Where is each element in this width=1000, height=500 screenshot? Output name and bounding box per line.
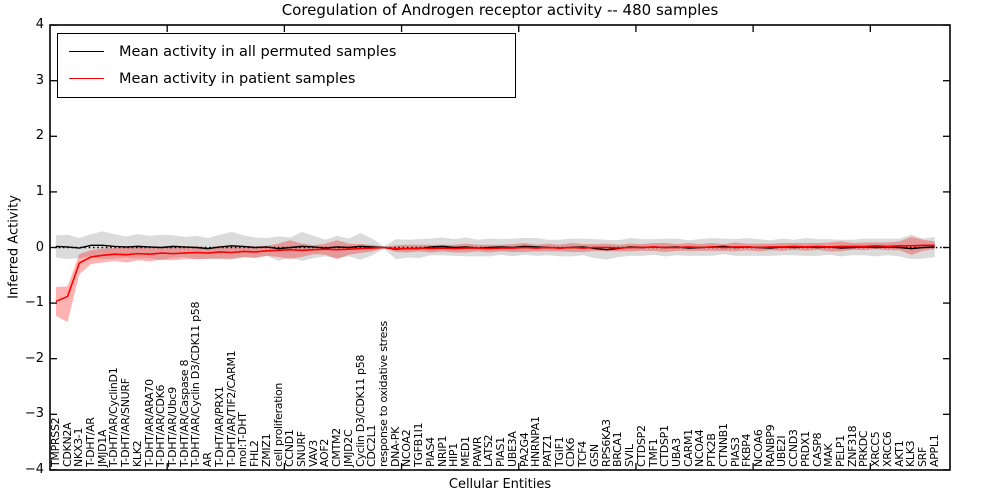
x-category-label: AOF2 <box>318 438 332 467</box>
x-category-label: CCND1 <box>283 429 297 467</box>
x-category-label: XRCC6 <box>880 431 894 468</box>
x-category-label: TMPRSS2 <box>48 417 62 467</box>
x-category-label: T-DHT/AR/SNURF <box>119 378 133 467</box>
x-category-label: T-DHT/AR/CyclinD1 <box>107 367 121 467</box>
x-category-label: PIAS4 <box>423 437 437 467</box>
x-category-label: CTDSP2 <box>634 425 648 467</box>
x-category-label: FHL2 <box>248 440 262 467</box>
x-category-label: T-DHT/AR/Cyclin D3/CDK11 p58 <box>189 301 203 467</box>
x-category-label: PTK2B <box>705 433 719 467</box>
x-category-label: PIAS1 <box>494 437 508 467</box>
legend-line-black <box>69 51 104 52</box>
y-tick-label: 1 <box>35 183 44 199</box>
x-category-label: CMTM2 <box>330 428 344 467</box>
x-category-label: PATZ1 <box>541 434 555 467</box>
x-category-label: PRDX1 <box>798 431 812 467</box>
x-category-label: response to oxidative stress <box>376 321 390 467</box>
y-tick-label: −1 <box>24 294 44 310</box>
legend-item-permuted: Mean activity in all permuted samples <box>58 38 515 65</box>
x-category-label: MAK <box>822 443 836 467</box>
x-category-label: mol:T-DHT <box>236 412 250 467</box>
patient-band <box>55 236 935 323</box>
x-category-label: SVIL <box>623 444 637 467</box>
y-tick-label: 0 <box>35 239 44 255</box>
x-category-label: T-DHT/AR/Ubc9 <box>166 387 180 467</box>
y-tick-label: −2 <box>24 350 44 366</box>
x-category-label: BRCA1 <box>611 431 625 467</box>
x-axis-label: Cellular Entities <box>448 477 552 492</box>
x-category-label: NKX3-1 <box>72 427 86 467</box>
x-category-label: ZMIZ1 <box>259 433 273 467</box>
x-category-label: AR <box>201 452 215 467</box>
x-category-label: NCOA2 <box>400 429 414 467</box>
x-category-label: HIP1 <box>447 443 461 467</box>
x-category-label: PELP1 <box>834 435 848 467</box>
x-category-label: CTDSP1 <box>658 425 672 467</box>
x-category-label: TCF4 <box>576 441 590 467</box>
legend-item-patient: Mean activity in patient samples <box>58 65 515 92</box>
x-category-label: CDK6 <box>564 437 578 467</box>
x-category-label: SRF <box>916 446 930 467</box>
chart-title: Coregulation of Androgen receptor activi… <box>281 1 719 19</box>
x-category-label: TGFB1I1 <box>412 422 426 467</box>
x-category-label: JMJD2C <box>341 429 355 467</box>
permuted-band <box>55 231 935 261</box>
legend-line-red <box>69 78 104 79</box>
x-category-label: NCOA4 <box>693 429 707 467</box>
x-category-label: GSN <box>587 444 601 467</box>
y-tick-label: −4 <box>24 461 44 477</box>
x-category-label: CCND3 <box>787 429 801 467</box>
legend-label-patient: Mean activity in patient samples <box>119 70 356 87</box>
y-tick-label: 4 <box>35 16 44 32</box>
x-category-label: HNRNPA1 <box>529 416 543 467</box>
x-category-label: NCOA6 <box>751 429 765 467</box>
x-category-label: SNURF <box>294 431 308 467</box>
patient-line <box>55 244 935 303</box>
x-category-label: XRCC5 <box>869 431 883 468</box>
x-category-label: UBE3A <box>505 431 519 467</box>
x-category-label: PRKDC <box>857 430 871 467</box>
y-tick-label: 2 <box>35 128 44 144</box>
x-category-label: MED1 <box>459 436 473 467</box>
x-category-label: T-DHT/AR/PRX1 <box>212 386 226 467</box>
y-tick-label: 3 <box>35 72 44 88</box>
x-category-label: KLK3 <box>904 440 918 467</box>
x-category-label: T-DHT/AR <box>84 417 98 467</box>
x-category-label: LATS2 <box>482 434 496 467</box>
x-category-label: APPL1 <box>927 434 941 467</box>
x-category-label: CDC2L1 <box>365 424 379 467</box>
x-category-label: CTNNB1 <box>716 423 730 467</box>
y-tick-label: −3 <box>24 406 44 422</box>
legend-label-permuted: Mean activity in all permuted samples <box>119 43 397 60</box>
x-category-label: KLK2 <box>130 440 144 467</box>
legend: Mean activity in all permuted samples Me… <box>57 33 516 98</box>
x-category-label: UBE2I <box>775 435 789 467</box>
x-category-label: UBA3 <box>669 438 683 467</box>
x-category-label: FKBP4 <box>740 433 754 467</box>
x-category-label: T-DHT/AR/CDK6 <box>154 384 168 467</box>
